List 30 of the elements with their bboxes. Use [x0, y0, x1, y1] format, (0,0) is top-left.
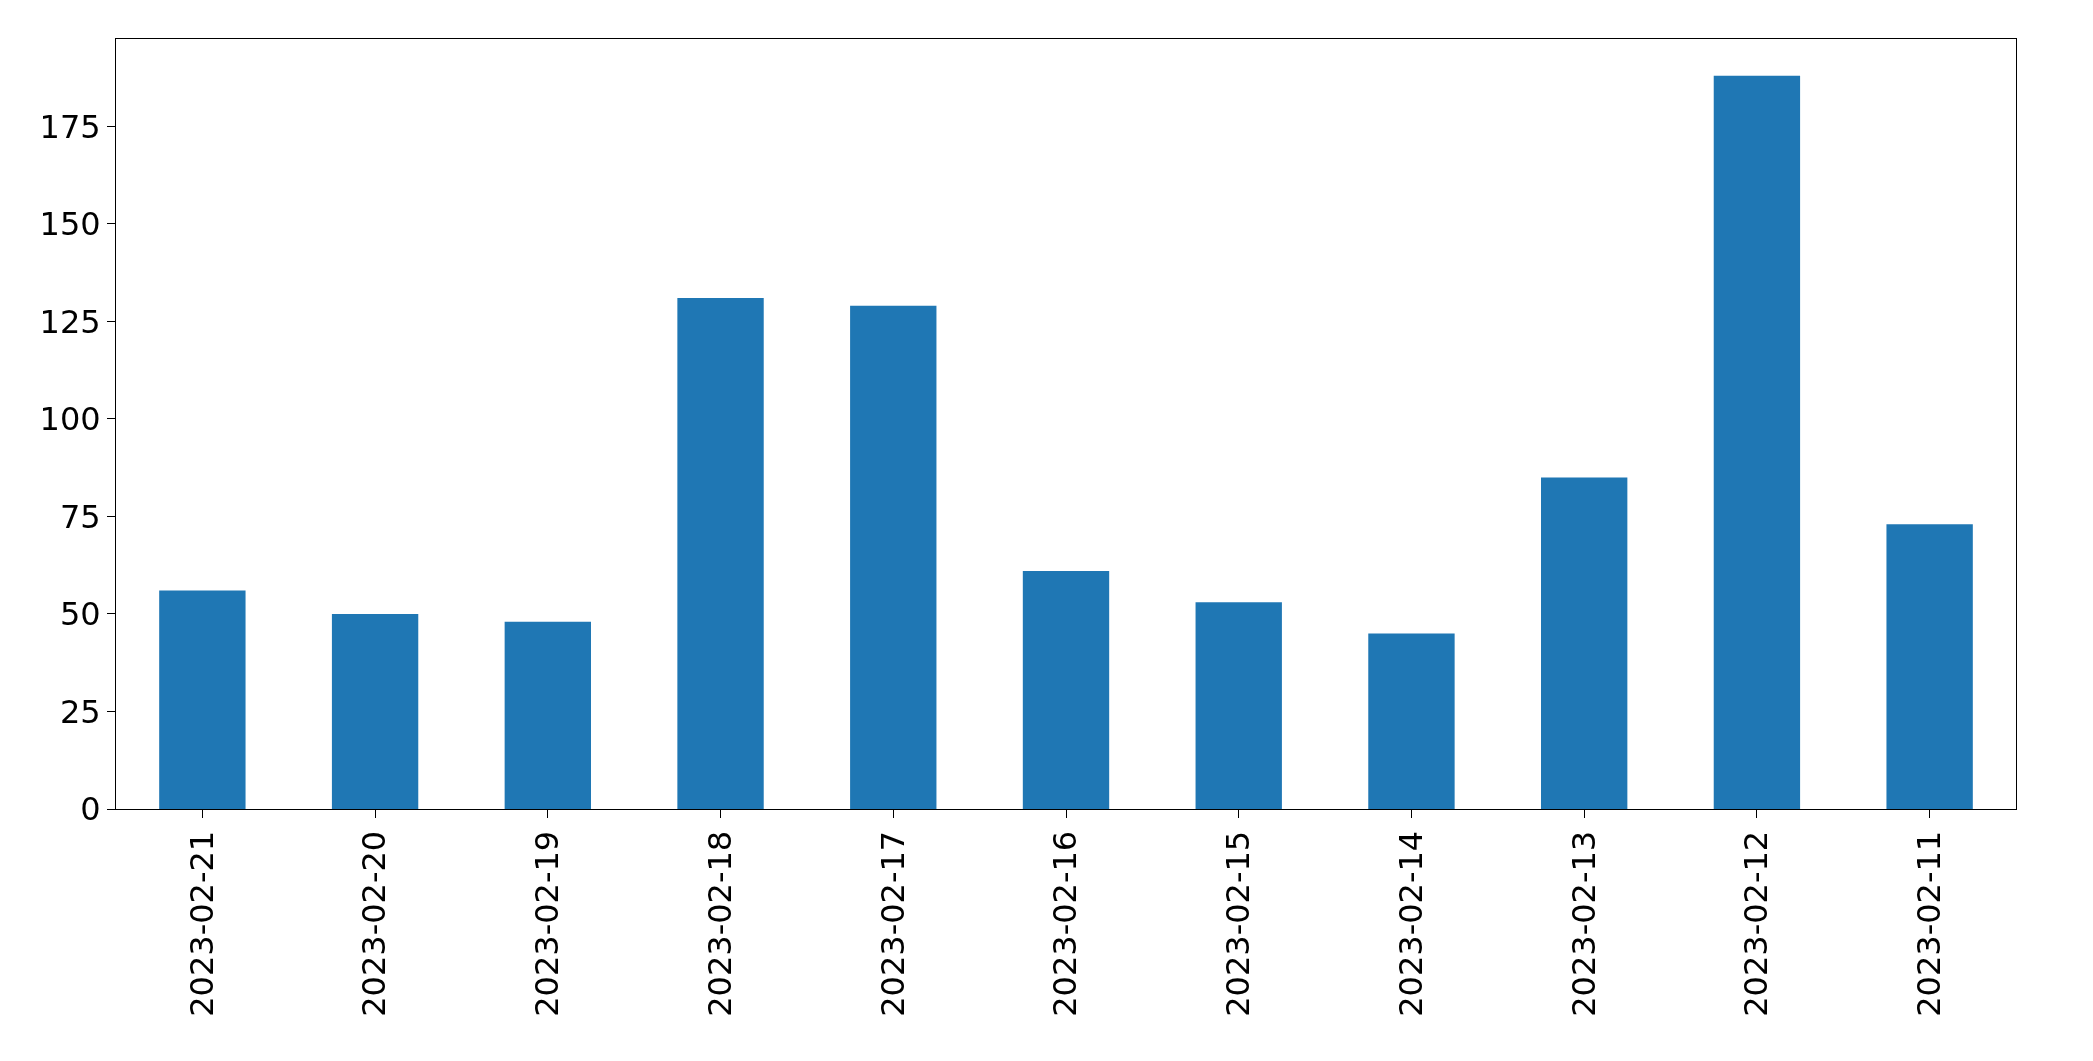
x-tick-label: 2023-02-12 — [1737, 830, 1776, 1017]
y-tick-label: 100 — [39, 400, 101, 439]
y-tick-label: 25 — [59, 692, 101, 731]
y-tick-label: 125 — [39, 302, 101, 341]
x-tick-label: 2023-02-19 — [528, 830, 567, 1017]
bar — [677, 298, 764, 809]
x-tick-label: 2023-02-15 — [1219, 830, 1258, 1017]
bar — [850, 305, 937, 809]
x-tick-label: 2023-02-16 — [1046, 830, 1085, 1017]
bar — [1368, 633, 1455, 809]
x-tick-label: 2023-02-20 — [355, 830, 394, 1017]
x-tick-label: 2023-02-13 — [1564, 830, 1603, 1017]
y-tick-label: 0 — [80, 790, 101, 829]
bar — [1713, 75, 1801, 809]
bar — [1886, 524, 1973, 809]
bar — [331, 613, 419, 809]
x-tick-label: 2023-02-14 — [1391, 830, 1430, 1017]
bar — [1541, 477, 1628, 809]
x-tick-label: 2023-02-11 — [1910, 830, 1949, 1017]
x-tick-label: 2023-02-21 — [182, 830, 221, 1017]
y-tick-label: 175 — [39, 107, 101, 146]
bar — [1022, 571, 1110, 809]
y-tick-label: 50 — [59, 595, 101, 634]
bar — [504, 621, 591, 809]
bar — [1195, 602, 1282, 809]
x-tick-label: 2023-02-17 — [873, 830, 912, 1017]
y-tick-label: 150 — [39, 205, 101, 244]
bar — [159, 590, 246, 809]
x-tick-label: 2023-02-18 — [700, 830, 739, 1017]
y-tick-label: 75 — [59, 497, 101, 536]
